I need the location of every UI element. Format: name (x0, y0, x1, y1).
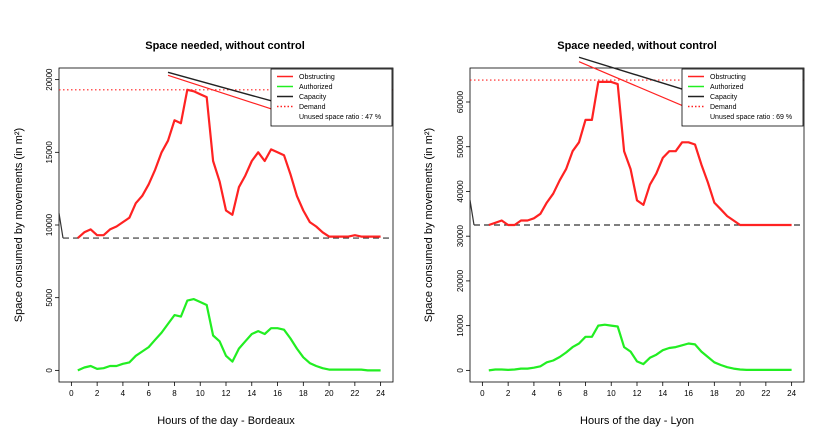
x-tick-label-14: 14 (658, 389, 667, 398)
x-tick-label-4: 4 (121, 389, 126, 398)
x-tick-label-24: 24 (787, 389, 796, 398)
baseline-kink (58, 212, 64, 239)
x-tick-label-8: 8 (583, 389, 588, 398)
y-tick-label-60000: 60000 (456, 90, 465, 113)
y-tick-label-0: 0 (45, 368, 54, 373)
y-tick-label-5000: 5000 (45, 288, 54, 306)
y-tick-label-15000: 15000 (45, 141, 54, 164)
y-tick-label-10000: 10000 (456, 314, 465, 337)
y-tick-label-20000: 20000 (45, 68, 54, 91)
x-tick-label-0: 0 (69, 389, 74, 398)
x-tick-label-16: 16 (684, 389, 693, 398)
legend-demand-label: Demand (710, 104, 737, 111)
x-tick-label-10: 10 (196, 389, 205, 398)
y-tick-label-50000: 50000 (456, 135, 465, 158)
series-obstructing (488, 80, 792, 227)
series-authorized (488, 323, 792, 372)
baseline-kink (469, 199, 475, 226)
capacity-line (578, 56, 696, 94)
plot-area (58, 71, 393, 372)
red-diagonal-line (578, 61, 696, 112)
y-axis-label: Space consumed by movements (in m²) (13, 128, 25, 322)
x-axis-label: Hours of the day - Lyon (580, 415, 694, 427)
y-tick-label-20000: 20000 (456, 269, 465, 292)
x-tick-label-16: 16 (273, 389, 282, 398)
x-tick-label-22: 22 (761, 389, 770, 398)
legend-unused-ratio-label: Unused space ratio : 69 % (710, 114, 792, 121)
x-tick-label-20: 20 (736, 389, 745, 398)
x-tick-label-20: 20 (325, 389, 334, 398)
legend-obstructing-label: Obstructing (299, 74, 335, 81)
plot-area (469, 56, 804, 372)
y-axis-label: Space consumed by movements (in m²) (423, 128, 435, 322)
capacity-line (167, 71, 285, 106)
legend-authorized-label: Authorized (299, 84, 333, 91)
legend-unused-ratio-label: Unused space ratio : 47 % (299, 114, 381, 121)
legend-box (270, 68, 393, 127)
x-axis-label: Hours of the day - Bordeaux (157, 415, 295, 427)
x-tick-label-4: 4 (532, 389, 537, 398)
x-tick-label-22: 22 (350, 389, 359, 398)
x-tick-label-24: 24 (376, 389, 385, 398)
x-tick-label-0: 0 (480, 389, 485, 398)
x-tick-label-18: 18 (299, 389, 308, 398)
legend-obstructing-label: Obstructing (710, 74, 746, 81)
y-tick-label-30000: 30000 (456, 225, 465, 248)
legend-authorized-label: Authorized (710, 84, 744, 91)
legend: Obstructing Authorized Capacity Demand Unuse… (270, 68, 393, 127)
y-tick-label-10000: 10000 (45, 213, 54, 236)
x-tick-label-6: 6 (557, 389, 562, 398)
x-tick-label-10: 10 (607, 389, 616, 398)
x-tick-label-12: 12 (633, 389, 642, 398)
x-tick-label-2: 2 (95, 389, 100, 398)
legend-capacity-label: Capacity (710, 94, 738, 101)
x-tick-label-12: 12 (222, 389, 231, 398)
legend: Obstructing Authorized Capacity Demand Unuse… (681, 68, 804, 127)
x-tick-label-14: 14 (247, 389, 256, 398)
series-authorized (77, 298, 381, 372)
red-diagonal-line (167, 74, 285, 114)
series-obstructing (77, 88, 381, 239)
legend-box (681, 68, 804, 127)
x-tick-label-2: 2 (506, 389, 511, 398)
x-tick-label-8: 8 (172, 389, 177, 398)
chart-title: Space needed, without control (557, 40, 717, 52)
legend-capacity-label: Capacity (299, 94, 327, 101)
x-tick-label-18: 18 (710, 389, 719, 398)
y-tick-label-0: 0 (456, 368, 465, 373)
chart-title: Space needed, without control (145, 40, 305, 52)
legend-demand-label: Demand (299, 104, 326, 111)
x-tick-label-6: 6 (146, 389, 151, 398)
y-tick-label-40000: 40000 (456, 180, 465, 203)
